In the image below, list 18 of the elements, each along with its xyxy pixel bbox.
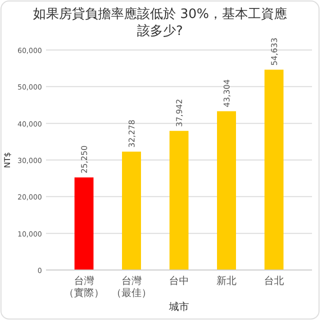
bar (122, 152, 141, 270)
data-label: 25,250 (80, 145, 89, 174)
x-tick-label: 台北 (264, 275, 284, 287)
x-tick-label: 新北 (216, 275, 236, 287)
data-label: 43,304 (222, 79, 232, 108)
y-axis-title: NT$ (3, 152, 12, 168)
x-tick-label: 台灣（實際） (64, 275, 104, 299)
data-label: 37,942 (175, 98, 184, 127)
x-tick-label: 台中 (169, 275, 189, 287)
bar (217, 111, 236, 270)
chart-title: 如果房貸負擔率應該低於 30%，基本工資應該多少? (32, 6, 288, 39)
data-label: 32,278 (128, 120, 136, 148)
x-tick-label: 台灣（最佳） (112, 275, 152, 299)
data-label: 54,633 (270, 38, 279, 66)
bar (264, 70, 284, 270)
bar (170, 130, 188, 270)
x-axis-title: 城市 (168, 301, 189, 313)
bar (74, 177, 94, 270)
